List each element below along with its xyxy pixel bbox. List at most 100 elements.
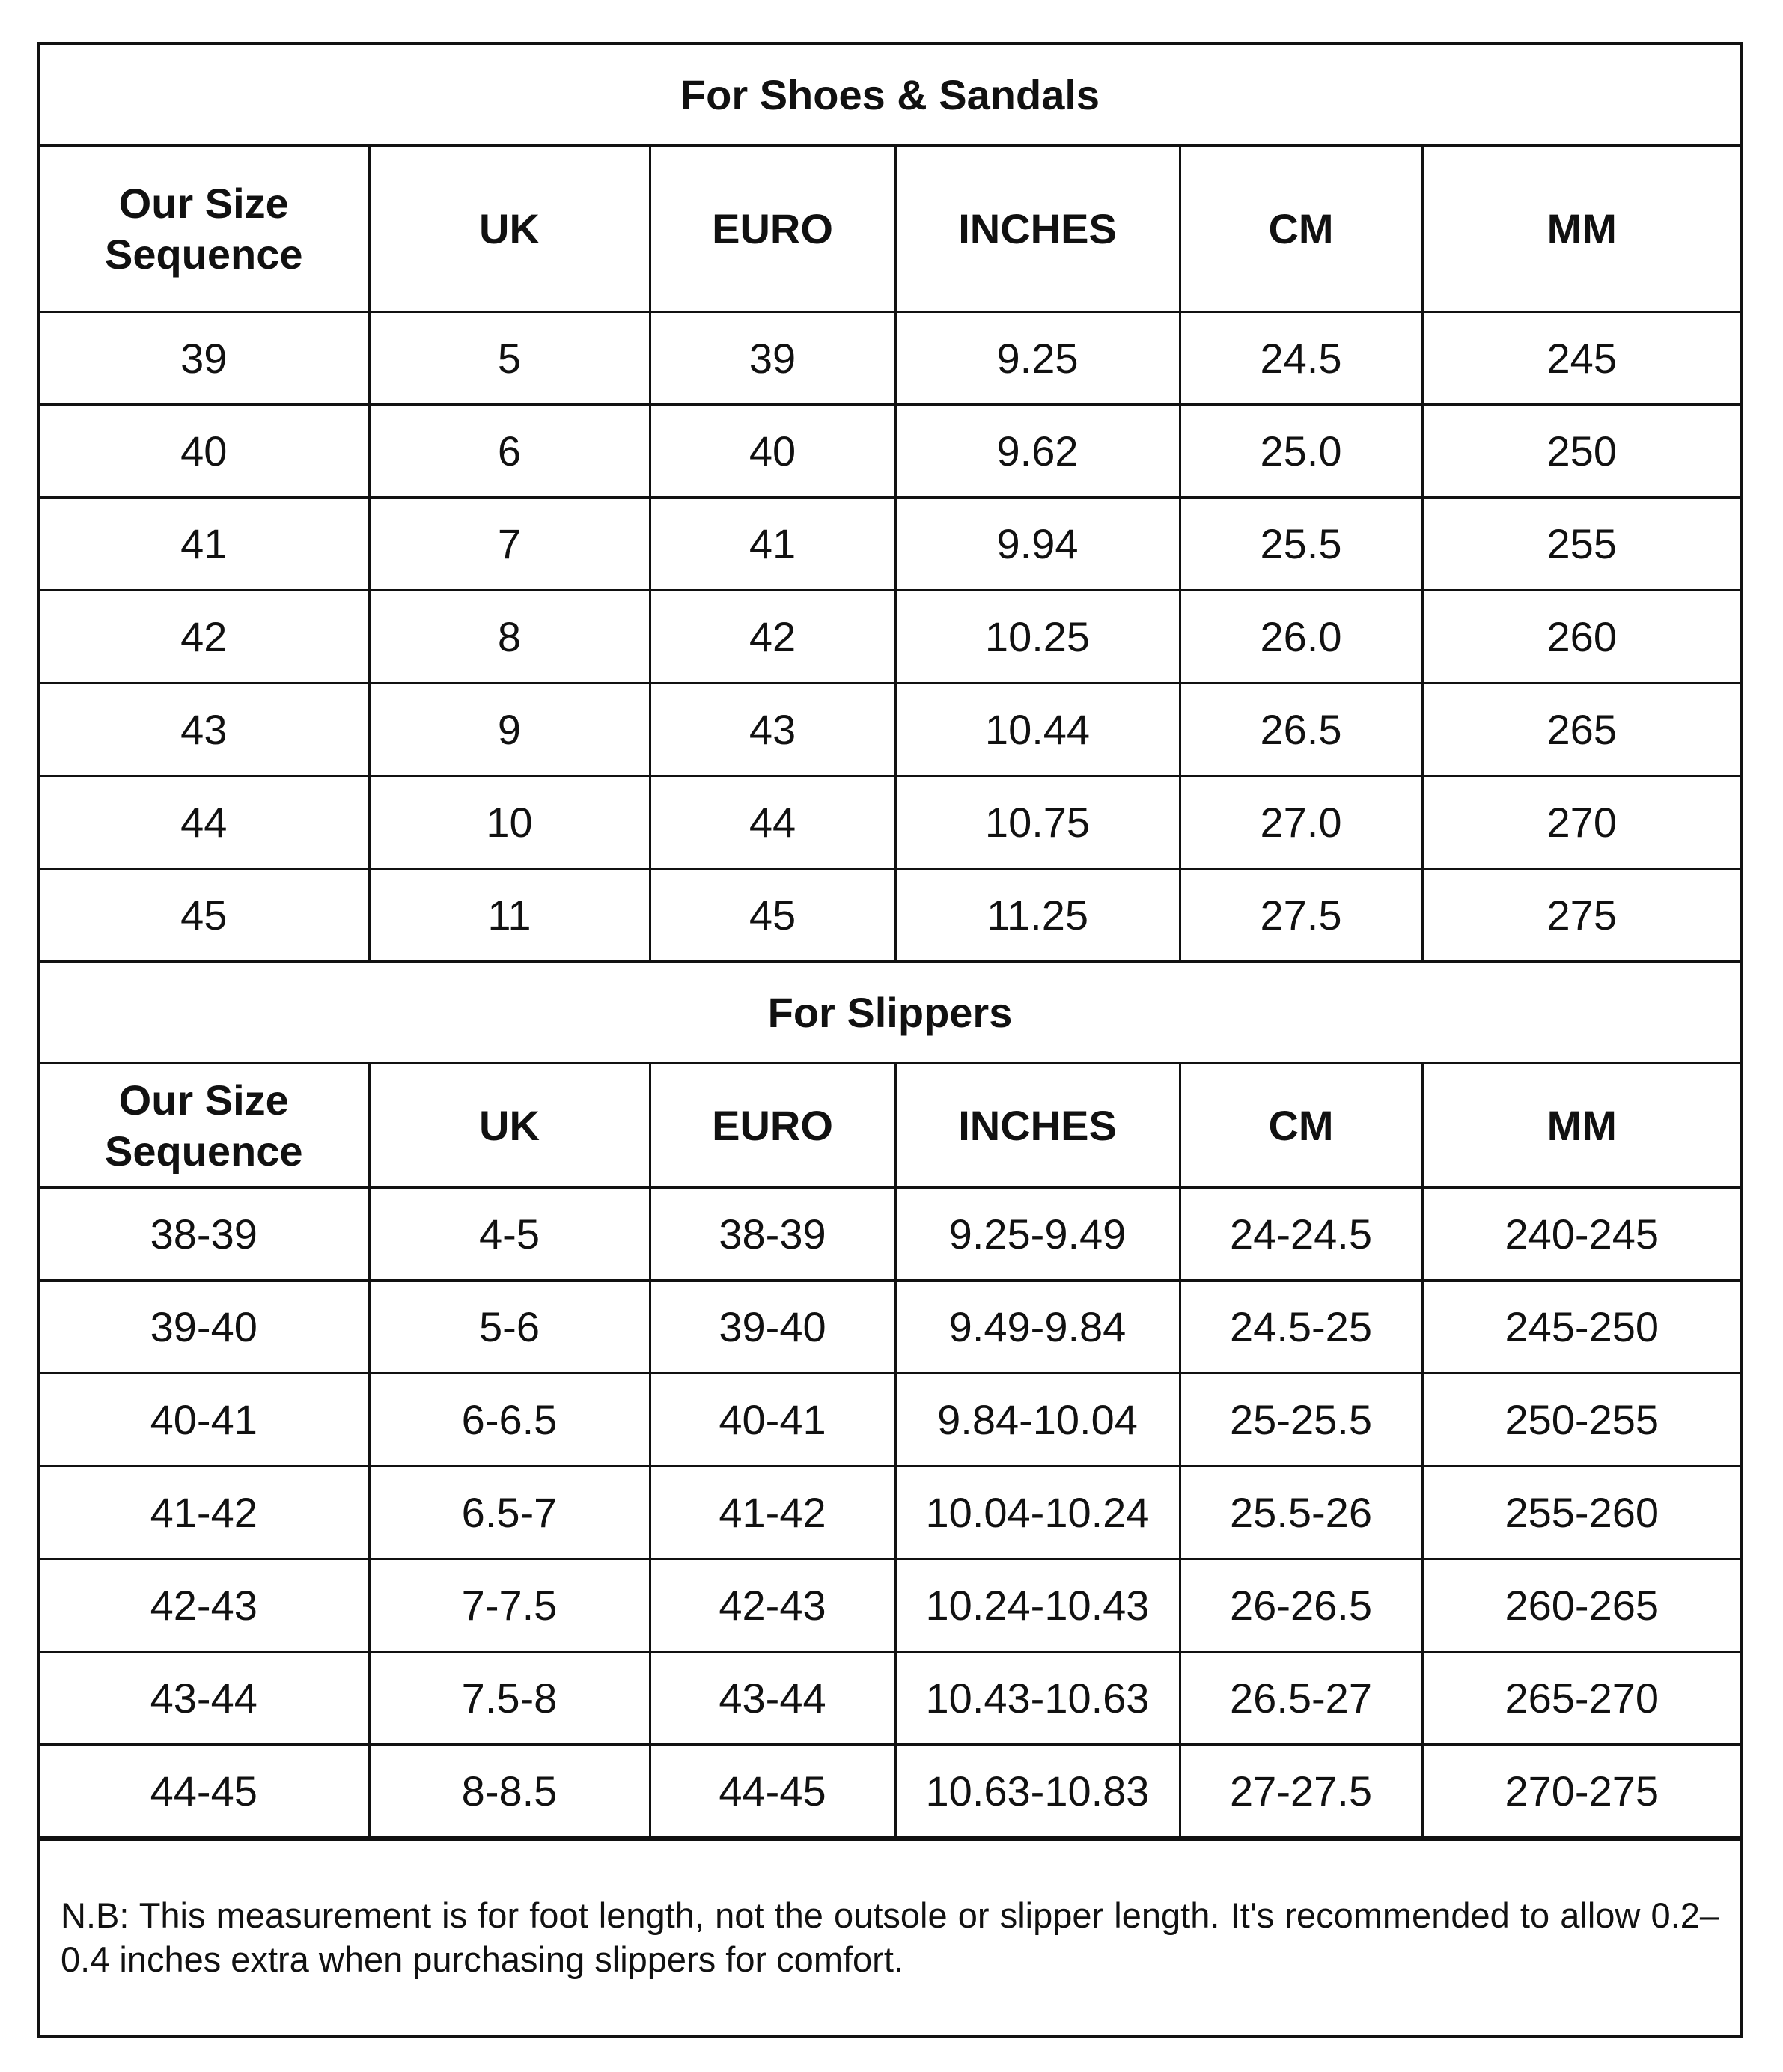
table-cell: 265	[1421, 682, 1740, 777]
table-cell: 44-45	[648, 1743, 897, 1838]
table-row: 41-42 6.5-7 41-42 10.04-10.24 25.5-26 255-260	[40, 1465, 1740, 1560]
table-cell: 27-27.5	[1178, 1743, 1424, 1838]
column-header: INCHES	[894, 144, 1181, 313]
table-cell: 43	[648, 682, 897, 777]
footnote: N.B: This measurement is for foot length…	[40, 1838, 1740, 2035]
column-header: CM	[1178, 144, 1424, 313]
shoes-section-title: For Shoes & Sandals	[40, 45, 1740, 147]
table-row: 43 9 43 10.44 26.5 265	[40, 682, 1740, 777]
table-cell: 26.5-27	[1178, 1651, 1424, 1746]
column-header: INCHES	[894, 1062, 1181, 1189]
table-cell: 10.75	[894, 775, 1181, 870]
table-cell: 9.84-10.04	[894, 1372, 1181, 1467]
table-cell: 9.49-9.84	[894, 1279, 1181, 1374]
table-row: 45 11 45 11.25 27.5 275	[40, 868, 1740, 963]
table-cell: 44	[648, 775, 897, 870]
table-cell: 10.25	[894, 589, 1181, 684]
table-cell: 41	[648, 496, 897, 591]
table-cell: 270-275	[1421, 1743, 1740, 1838]
slippers-section-title: For Slippers	[40, 960, 1740, 1064]
table-cell: 39	[40, 311, 371, 406]
table-cell: 5-6	[368, 1279, 651, 1374]
table-cell: 255-260	[1421, 1465, 1740, 1560]
table-cell: 27.0	[1178, 775, 1424, 870]
table-cell: 43	[40, 682, 371, 777]
table-cell: 41	[40, 496, 371, 591]
column-header: UK	[368, 144, 651, 313]
table-cell: 39-40	[40, 1279, 371, 1374]
table-cell: 40	[648, 403, 897, 499]
table-cell: 4-5	[368, 1186, 651, 1282]
table-cell: 41-42	[40, 1465, 371, 1560]
shoes-header-row: Our Size Sequence UK EURO INCHES CM MM	[40, 144, 1740, 313]
table-cell: 9.25	[894, 311, 1181, 406]
table-cell: 43-44	[648, 1651, 897, 1746]
column-header: CM	[1178, 1062, 1424, 1189]
table-cell: 26-26.5	[1178, 1558, 1424, 1653]
slippers-header-row: Our Size Sequence UK EURO INCHES CM MM	[40, 1062, 1740, 1189]
size-table: For Shoes & Sandals Our Size Sequence UK EU…	[40, 45, 1740, 1838]
table-cell: 25.5	[1178, 496, 1424, 591]
table-cell: 9.62	[894, 403, 1181, 499]
column-header: UK	[368, 1062, 651, 1189]
column-header: Our Size Sequence	[40, 1062, 371, 1189]
table-cell: 39	[648, 311, 897, 406]
table-cell: 250-255	[1421, 1372, 1740, 1467]
table-cell: 270	[1421, 775, 1740, 870]
table-cell: 44	[40, 775, 371, 870]
table-cell: 260	[1421, 589, 1740, 684]
table-cell: 11	[368, 868, 651, 963]
table-cell: 6	[368, 403, 651, 499]
table-row: 43-44 7.5-8 43-44 10.43-10.63 26.5-27 265-270	[40, 1651, 1740, 1746]
table-cell: 250	[1421, 403, 1740, 499]
table-cell: 24.5	[1178, 311, 1424, 406]
table-cell: 42	[648, 589, 897, 684]
table-row: 38-39 4-5 38-39 9.25-9.49 24-24.5 240-245	[40, 1186, 1740, 1282]
table-row: 40 6 40 9.62 25.0 250	[40, 403, 1740, 499]
table-cell: 25.0	[1178, 403, 1424, 499]
table-row: 44-45 8-8.5 44-45 10.63-10.83 27-27.5 270-275	[40, 1743, 1740, 1838]
column-header: MM	[1421, 144, 1740, 313]
table-row: 39-40 5-6 39-40 9.49-9.84 24.5-25 245-250	[40, 1279, 1740, 1374]
table-cell: 9	[368, 682, 651, 777]
table-cell: 38-39	[40, 1186, 371, 1282]
column-header: MM	[1421, 1062, 1740, 1189]
table-row: 42-43 7-7.5 42-43 10.24-10.43 26-26.5 260-265	[40, 1558, 1740, 1653]
table-cell: 26.0	[1178, 589, 1424, 684]
table-row: 40-41 6-6.5 40-41 9.84-10.04 25-25.5 250-255	[40, 1372, 1740, 1467]
table-cell: 24.5-25	[1178, 1279, 1424, 1374]
table-cell: 44-45	[40, 1743, 371, 1838]
table-cell: 7	[368, 496, 651, 591]
table-cell: 40-41	[40, 1372, 371, 1467]
table-cell: 255	[1421, 496, 1740, 591]
table-row: 44 10 44 10.75 27.0 270	[40, 775, 1740, 870]
table-row: 42 8 42 10.25 26.0 260	[40, 589, 1740, 684]
table-row: 39 5 39 9.25 24.5 245	[40, 311, 1740, 406]
table-cell: 45	[40, 868, 371, 963]
size-chart: For Shoes & Sandals Our Size Sequence UK EU…	[37, 42, 1743, 2038]
table-cell: 9.25-9.49	[894, 1186, 1181, 1282]
table-cell: 40-41	[648, 1372, 897, 1467]
table-cell: 9.94	[894, 496, 1181, 591]
table-cell: 26.5	[1178, 682, 1424, 777]
table-cell: 42-43	[40, 1558, 371, 1653]
table-cell: 6.5-7	[368, 1465, 651, 1560]
table-cell: 5	[368, 311, 651, 406]
column-header: Our Size Sequence	[40, 144, 371, 313]
table-cell: 38-39	[648, 1186, 897, 1282]
table-cell: 240-245	[1421, 1186, 1740, 1282]
table-cell: 41-42	[648, 1465, 897, 1560]
table-row: 41 7 41 9.94 25.5 255	[40, 496, 1740, 591]
table-cell: 25-25.5	[1178, 1372, 1424, 1467]
table-cell: 24-24.5	[1178, 1186, 1424, 1282]
table-cell: 39-40	[648, 1279, 897, 1374]
table-cell: 245	[1421, 311, 1740, 406]
table-cell: 245-250	[1421, 1279, 1740, 1374]
column-header: EURO	[648, 1062, 897, 1189]
table-cell: 11.25	[894, 868, 1181, 963]
table-cell: 27.5	[1178, 868, 1424, 963]
table-cell: 8	[368, 589, 651, 684]
table-cell: 6-6.5	[368, 1372, 651, 1467]
table-cell: 7-7.5	[368, 1558, 651, 1653]
table-cell: 7.5-8	[368, 1651, 651, 1746]
